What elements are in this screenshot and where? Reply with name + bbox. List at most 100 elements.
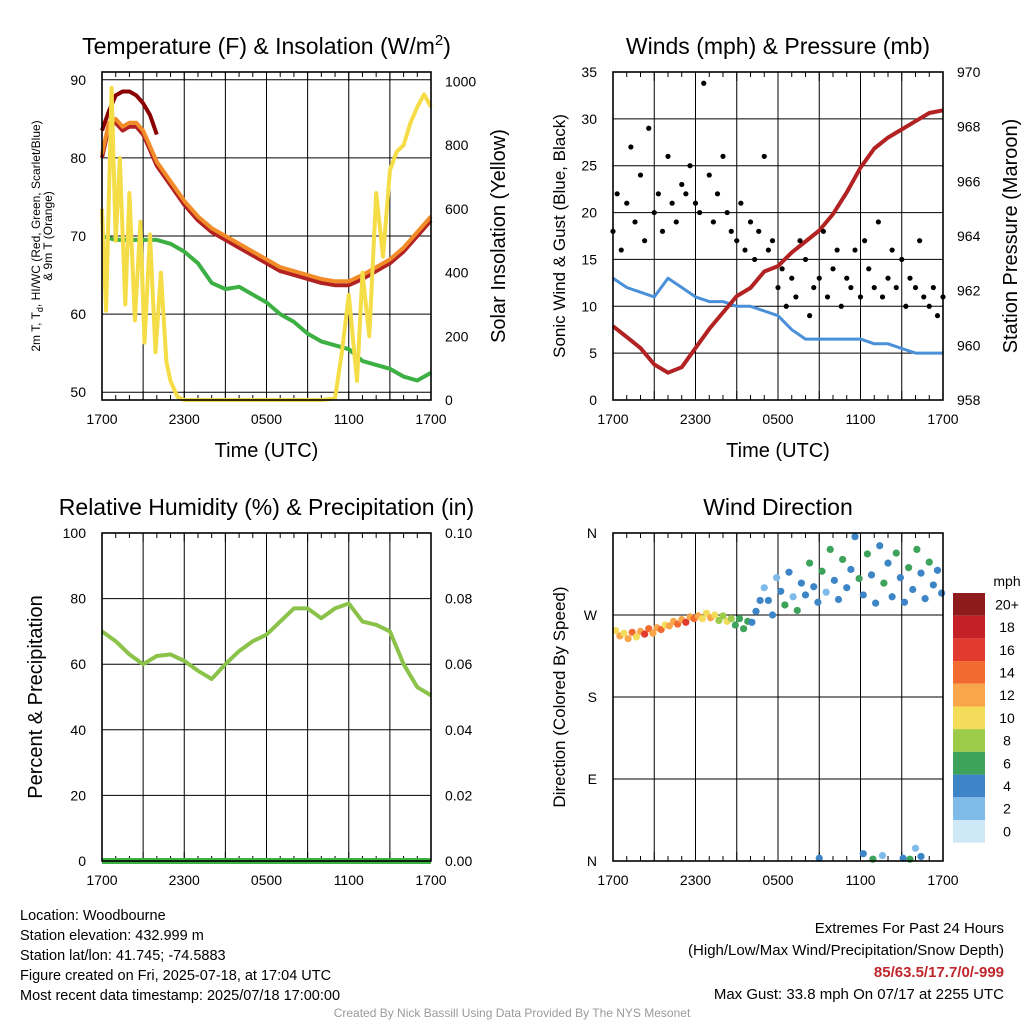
panel2-gust-point <box>637 172 644 178</box>
panel4-direction-point <box>899 854 907 862</box>
panel4-direction-point <box>797 579 805 587</box>
panel4-direction-point <box>830 576 838 584</box>
panel2-y2-tick-label: 960 <box>957 337 981 353</box>
panel4-direction-point <box>665 622 673 630</box>
panel1-y-axis-label: 2m T, Td, HI/WC (Red, Green, Scarlet/Blu… <box>29 120 45 351</box>
panel2-gust-point <box>834 247 840 253</box>
panel3-y2-tick-label: 0.02 <box>445 787 472 803</box>
panel2-x-axis-label: Time (UTC) <box>726 440 830 462</box>
panel2-x-tick-label: 2300 <box>680 411 711 427</box>
panel2-gust-point <box>642 238 648 244</box>
panel2-gust-point <box>756 228 762 234</box>
panel4-direction-point <box>735 615 744 623</box>
panel2-gust-point <box>679 181 685 188</box>
panel4-y-tick-label: N <box>587 853 597 869</box>
panel2-y-tick-label: 25 <box>581 158 597 174</box>
panel4-direction-point <box>880 579 888 587</box>
panel1-y-axis-label-line2: & 9m T (Orange) <box>41 191 55 281</box>
panel2-gust-point <box>926 303 932 309</box>
panel2-gust-point <box>807 313 813 319</box>
panel4-direction-point <box>645 625 653 633</box>
panel4-direction-point <box>612 626 620 635</box>
panel1-y-tick-label: 50 <box>70 384 86 400</box>
panel2-gust-point <box>903 303 909 309</box>
panel2-gust-point <box>752 256 758 263</box>
panel4-legend-swatch <box>953 797 985 820</box>
panel1-y2-axis-label: Solar Insolation (Yellow) <box>488 129 510 343</box>
panel2-y-tick-label: 0 <box>589 392 597 408</box>
panel4-direction-point <box>752 607 760 615</box>
panel1-y2-tick-label: 1000 <box>445 74 476 90</box>
panel3-x-tick-label: 0500 <box>251 872 282 888</box>
panel2-x-tick-label: 1700 <box>597 411 628 427</box>
panel2-gust-point <box>793 294 799 300</box>
panel2-y-tick-label: 5 <box>589 345 597 361</box>
panel4-direction-point <box>715 616 723 625</box>
panel4-direction-point <box>892 549 900 557</box>
panel2-gust-point <box>747 219 754 225</box>
panel4-direction-point <box>872 599 880 607</box>
panel3-y2-tick-label: 0.08 <box>445 591 472 607</box>
panel3-y-tick-label: 80 <box>70 591 86 607</box>
panel2-gust-point <box>820 228 826 234</box>
panel2-y2-tick-label: 966 <box>957 173 981 189</box>
panel4-direction-point <box>777 587 785 595</box>
panel1-frame <box>101 71 432 401</box>
extremes-info: Extremes For Past 24 Hours (High/Low/Max… <box>688 918 1004 1006</box>
panel2-gust-point <box>618 247 624 253</box>
panel2-frame <box>612 71 944 401</box>
panel4-direction-point <box>911 844 920 852</box>
panel2-gust-point <box>710 219 716 225</box>
panel2-gust-point <box>714 191 721 197</box>
panel4-legend-label: 4 <box>1003 778 1011 794</box>
panel3-series-line-1 <box>100 601 433 698</box>
panel2-gust-point <box>907 275 913 281</box>
panel2-gust-point <box>720 153 726 159</box>
panel4-direction-point <box>702 609 711 617</box>
panel4-direction-point <box>867 571 876 579</box>
panel2-gust-point <box>789 275 795 281</box>
panel4-legend-label: 16 <box>999 642 1015 658</box>
panel4-direction-point <box>859 591 867 599</box>
panel2-x-tick-label: 1700 <box>927 411 958 427</box>
panel4-direction-point <box>896 574 904 582</box>
location-text: Location: Woodbourne <box>20 908 166 924</box>
panel4-x-tick-label: 0500 <box>762 872 793 888</box>
panel4-direction-point <box>620 629 628 637</box>
panel2-gust-point <box>687 163 693 169</box>
panel2-gust-point <box>930 284 936 291</box>
panel2-gust-point <box>917 238 923 244</box>
panel4-legend-label: 8 <box>1003 733 1011 749</box>
panel2-gust-point <box>879 294 886 300</box>
panel2-gust-point <box>669 200 675 206</box>
panel4-direction-point <box>632 633 640 641</box>
panel2-gust-point <box>692 200 699 206</box>
panel2-gust-point <box>683 191 689 197</box>
panel3-x-tick-label: 1700 <box>86 872 117 888</box>
panel4-direction-point <box>888 593 896 601</box>
panel1-x-axis-label: Time (UTC) <box>215 440 319 462</box>
panel2-gust-point <box>885 275 891 281</box>
panel4-direction-point <box>711 611 719 619</box>
panel4-x-tick-label: 1700 <box>927 872 958 888</box>
panel4-direction-point <box>793 606 801 615</box>
panel4-direction-point <box>925 558 933 566</box>
panel2-gust-point <box>912 284 919 291</box>
panel2-y2-tick-label: 970 <box>957 64 981 80</box>
panel4-legend-label: 2 <box>1003 801 1011 817</box>
panel4-direction-point <box>929 581 937 589</box>
panel2-y2-tick-label: 964 <box>957 228 981 244</box>
panel2-y2-tick-label: 968 <box>957 119 981 135</box>
panel4-direction-point <box>781 601 789 609</box>
panel2-gust-point <box>934 313 941 319</box>
panel3-y-axis-label: Percent & Precipitation <box>25 595 47 798</box>
panel2-y-tick-label: 30 <box>581 111 597 127</box>
created-text: Figure created on Fri, 2025-07-18, at 17… <box>20 968 332 984</box>
panel2-gust-point <box>659 228 666 234</box>
panel1-y-tick-label: 60 <box>70 306 86 322</box>
panel4-y-tick-label: S <box>588 689 597 705</box>
panel4-legend-label: 18 <box>999 619 1015 635</box>
panel2-y2-tick-label: 958 <box>957 392 981 408</box>
panel3-y2-tick-label: 0.00 <box>445 853 472 869</box>
panel3-x-tick-label: 2300 <box>169 872 200 888</box>
